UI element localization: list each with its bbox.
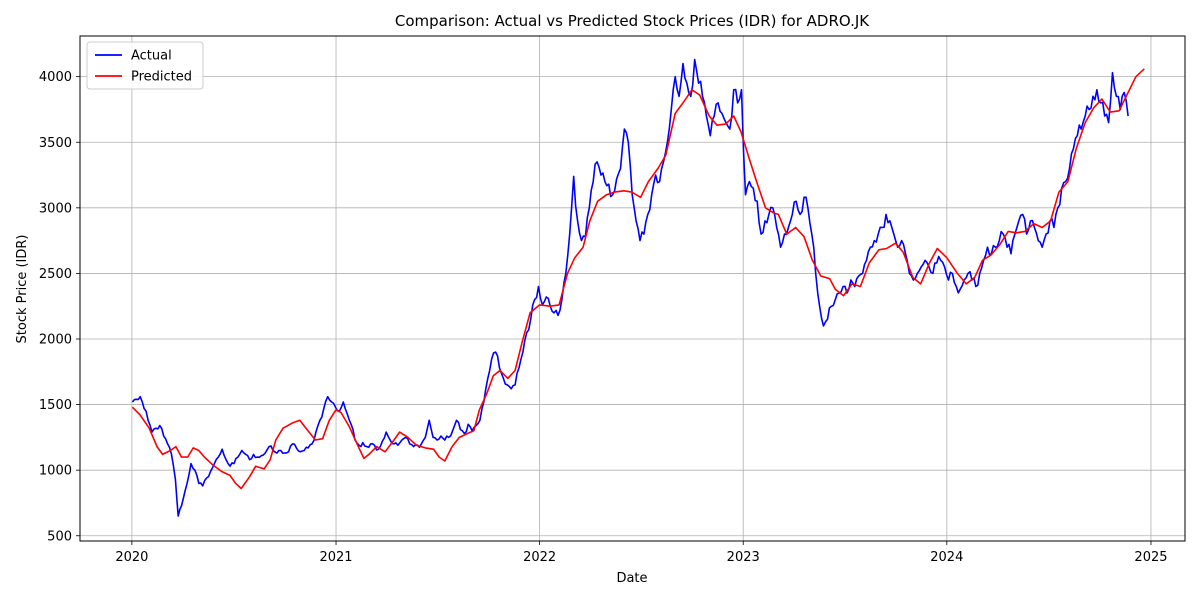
y-tick-label: 1500	[39, 398, 72, 413]
legend-box	[86, 41, 204, 90]
legend-label-predicted: Predicted	[131, 70, 192, 85]
y-tick-label: 3000	[39, 201, 72, 216]
y-axis: 500 1000 1500 2000 2500 3000 3500 4000	[39, 70, 80, 544]
x-tick-label: 2025	[1134, 550, 1167, 565]
x-tick-label: 2022	[523, 550, 556, 565]
x-tick-label: 2024	[930, 550, 963, 565]
y-tick-label: 2500	[39, 267, 72, 282]
y-tick-label: 3500	[39, 136, 72, 151]
series-layer	[131, 58, 1145, 517]
x-tick-label: 2021	[319, 550, 352, 565]
chart-title: Comparison: Actual vs Predicted Stock Pr…	[395, 12, 870, 30]
y-axis-label: Stock Price (IDR)	[15, 235, 30, 344]
y-tick-label: 500	[47, 529, 72, 544]
plot-area-frame	[79, 35, 1186, 542]
x-axis: 2020 2021 2022 2023 2024 2025	[115, 541, 1168, 565]
x-tick-label: 2023	[727, 550, 760, 565]
series-line-actual	[131, 58, 1129, 517]
series-line-predicted	[131, 68, 1145, 490]
legend-label-actual: Actual	[131, 49, 172, 64]
y-tick-label: 2000	[39, 333, 72, 348]
x-tick-label: 2020	[115, 550, 148, 565]
grid-layer	[80, 36, 1185, 541]
y-tick-label: 1000	[39, 464, 72, 479]
legend: Actual Predicted	[86, 41, 204, 90]
x-axis-label: Date	[616, 571, 647, 586]
y-tick-label: 4000	[39, 70, 72, 85]
